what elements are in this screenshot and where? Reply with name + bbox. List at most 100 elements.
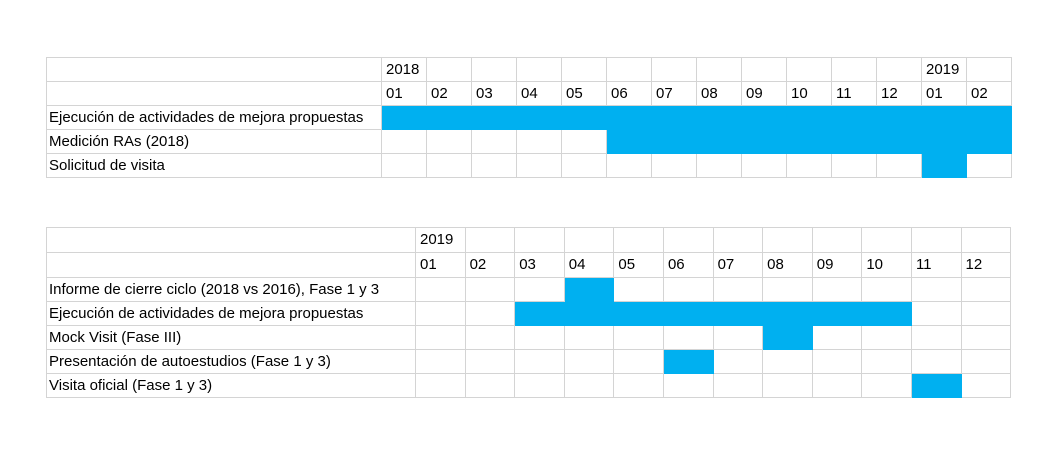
month-label: 08 [762,252,813,278]
timeline-cell [811,349,863,374]
month-label: 09 [811,252,863,278]
year-header-cell [861,227,912,253]
timeline-cell [471,129,517,154]
timeline-cell [741,153,787,178]
gantt-bar-cell [471,105,517,130]
year-header-cell [662,227,714,253]
month-header-row: 01 02 03 04 05 06 07 08 09 10 11 12 01 02 [46,81,1012,106]
timeline-cell [563,349,615,374]
year-header-cell [876,57,922,82]
task-row: Solicitud de visita [46,153,1012,178]
header-corner-cell [46,227,416,253]
timeline-cell [563,373,615,398]
timeline-cell [910,277,962,302]
timeline-cell [811,373,863,398]
month-label: 12 [876,81,922,106]
timeline-cell [471,153,517,178]
year-header-cell [811,227,863,253]
timeline-cell [613,325,664,350]
month-label: 06 [662,252,714,278]
gantt-bar-cell [696,129,742,154]
task-name: Informe de cierre ciclo (2018 vs 2016), … [46,277,416,302]
task-row: Ejecución de actividades de mejora propu… [46,301,1012,326]
year-header-cell [563,227,615,253]
timeline-cell [415,373,466,398]
month-label: 01 [921,81,967,106]
task-row: Presentación de autoestudios (Fase 1 y 3… [46,349,1012,374]
gantt-bar-cell [516,105,562,130]
month-label: 04 [516,81,562,106]
timeline-cell [811,277,863,302]
year-header-cell [561,57,607,82]
year-header-cell [910,227,962,253]
timeline-cell [516,153,562,178]
timeline-cell [960,325,1012,350]
task-name: Medición RAs (2018) [46,129,382,154]
year-header-cell [464,227,516,253]
gantt-bar-cell [606,105,652,130]
year-header-row: 2019 [46,227,1012,253]
gantt-bar-cell [563,277,615,302]
year-header-cell [741,57,787,82]
timeline-cell [662,277,714,302]
gantt-bar-cell [831,105,877,130]
timeline-cell [613,373,664,398]
month-label: 12 [960,252,1012,278]
month-label: 11 [831,81,877,106]
month-label: 07 [712,252,764,278]
timeline-cell [381,129,427,154]
task-name: Visita oficial (Fase 1 y 3) [46,373,416,398]
gantt-bar-cell [921,129,967,154]
timeline-cell [606,153,652,178]
task-name: Ejecución de actividades de mejora propu… [46,301,416,326]
year-header-cell [516,57,562,82]
timeline-cell [910,325,962,350]
gantt-bar-cell [861,301,912,326]
gantt-bar-cell [561,105,607,130]
timeline-cell [464,325,516,350]
timeline-cell [464,277,516,302]
task-row: Mock Visit (Fase III) [46,325,1012,350]
timeline-cell [762,277,813,302]
month-label: 03 [514,252,565,278]
header-corner-cell [46,252,416,278]
task-row: Ejecución de actividades de mejora propu… [46,105,1012,130]
task-name: Solicitud de visita [46,153,382,178]
timeline-cell [516,129,562,154]
month-label: 10 [861,252,912,278]
year-header-cell [712,227,764,253]
gantt-bar-cell [606,129,652,154]
month-label: 03 [471,81,517,106]
timeline-cell [426,129,472,154]
month-label: 08 [696,81,742,106]
timeline-cell [464,349,516,374]
year-header-cell [651,57,697,82]
timeline-cell [712,277,764,302]
timeline-cell [613,277,664,302]
year-header-cell [966,57,1012,82]
timeline-cell [910,301,962,326]
timeline-cell [811,325,863,350]
timeline-cell [415,349,466,374]
timeline-cell [712,325,764,350]
month-label: 05 [613,252,664,278]
month-header-row: 01 02 03 04 05 06 07 08 09 10 11 12 [46,252,1012,278]
timeline-cell [966,153,1012,178]
month-label: 02 [966,81,1012,106]
month-label: 11 [910,252,962,278]
timeline-cell [861,325,912,350]
year-header-cell [960,227,1012,253]
gantt-bar-cell [910,373,962,398]
gantt-bar-cell [921,105,967,130]
month-label: 04 [563,252,615,278]
timeline-cell [762,349,813,374]
timeline-cell [563,325,615,350]
gantt-table-2019: 2019 01 02 03 04 05 06 07 08 09 10 11 12 Informe de c… [46,227,1012,398]
year-header-cell [613,227,664,253]
task-row: Informe de cierre ciclo (2018 vs 2016), … [46,277,1012,302]
month-label: 02 [426,81,472,106]
timeline-cell [786,153,832,178]
timeline-cell [960,349,1012,374]
timeline-cell [464,373,516,398]
timeline-cell [712,349,764,374]
